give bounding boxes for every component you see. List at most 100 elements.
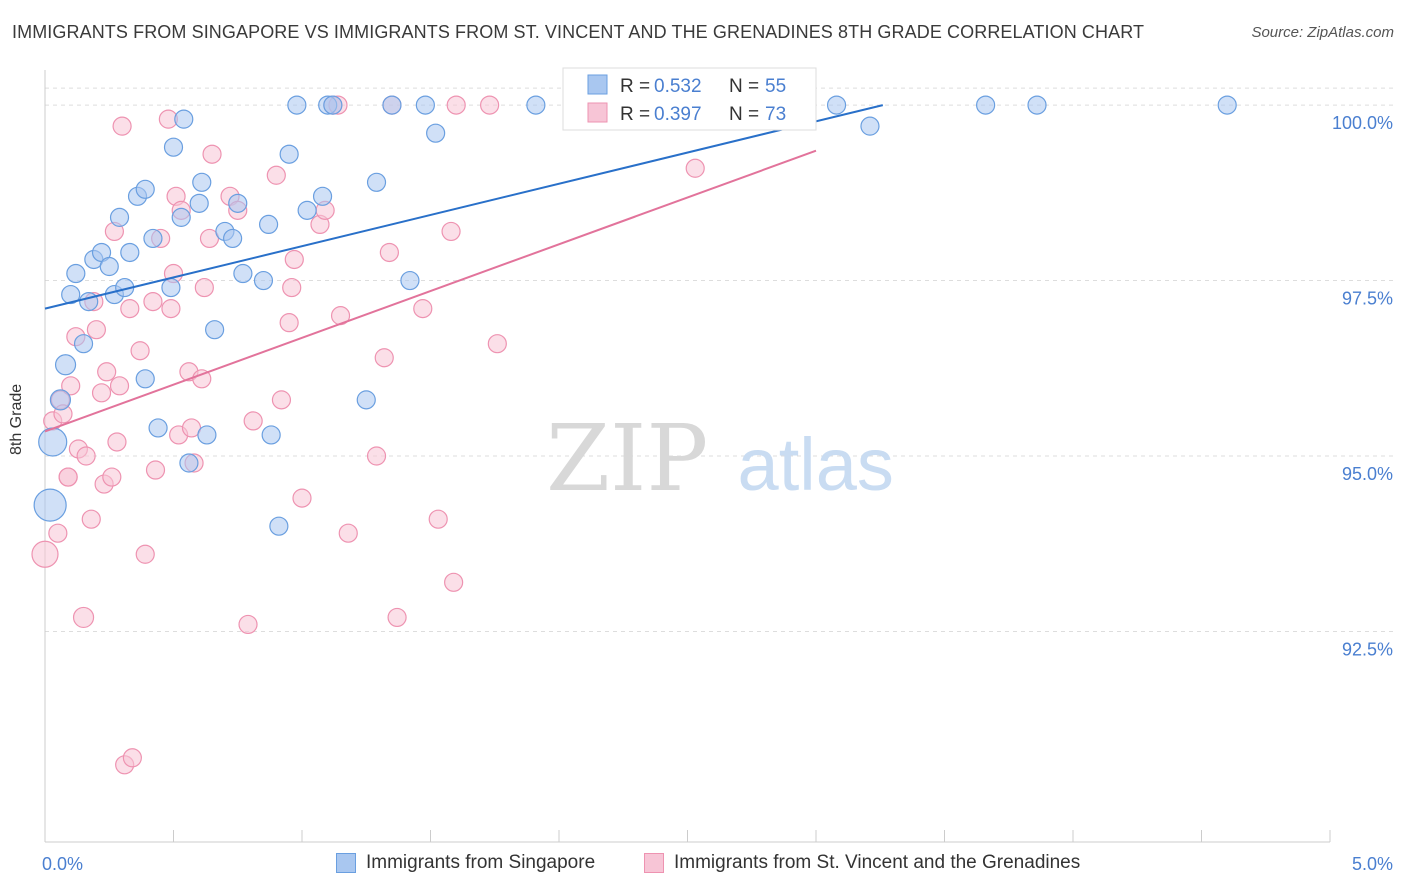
legend-item-st-vincent[interactable]: Immigrants from St. Vincent and the Gren… bbox=[644, 852, 1080, 874]
point-st-vincent bbox=[480, 95, 500, 115]
point-singapore bbox=[1027, 95, 1047, 115]
point-singapore bbox=[382, 95, 402, 115]
point-st-vincent bbox=[91, 383, 112, 403]
point-st-vincent bbox=[444, 572, 464, 592]
point-st-vincent bbox=[107, 432, 127, 452]
y-tick-label: 95.0% bbox=[1342, 464, 1393, 484]
point-st-vincent bbox=[86, 320, 107, 340]
legend-n-value-blue: 55 bbox=[765, 76, 786, 97]
point-st-vincent bbox=[202, 144, 222, 164]
point-singapore bbox=[109, 207, 130, 227]
gridlines bbox=[45, 87, 1395, 632]
point-st-vincent bbox=[292, 488, 312, 508]
point-singapore bbox=[233, 263, 253, 284]
bottom-legend: Immigrants from Singapore Immigrants fro… bbox=[0, 852, 1406, 878]
y-tick-label: 92.5% bbox=[1342, 639, 1393, 659]
point-singapore bbox=[38, 427, 68, 457]
legend-swatch-st-vincent bbox=[644, 853, 664, 873]
point-singapore bbox=[135, 179, 155, 199]
point-singapore bbox=[228, 193, 248, 213]
point-singapore bbox=[73, 334, 94, 354]
point-st-vincent bbox=[143, 292, 163, 312]
point-singapore bbox=[179, 453, 199, 473]
trend-line-singapore bbox=[44, 104, 884, 310]
point-st-vincent bbox=[374, 348, 394, 368]
point-singapore bbox=[323, 95, 343, 115]
legend-swatch-singapore bbox=[336, 853, 356, 873]
x-tick-label-end: 5.0% bbox=[1352, 854, 1393, 874]
legend-n-value-pink: 73 bbox=[765, 104, 786, 125]
legend-r-value-blue: 0.532 bbox=[654, 76, 702, 97]
trend-line-st-vincent bbox=[44, 149, 817, 433]
point-singapore bbox=[223, 228, 243, 249]
legend-box: R = 0.532 N = 55 R = 0.397 N = 73 bbox=[562, 67, 817, 131]
point-st-vincent bbox=[271, 390, 292, 410]
legend-label-st-vincent: Immigrants from St. Vincent and the Gren… bbox=[674, 852, 1081, 873]
watermark-zip: ZIP atlas bbox=[546, 405, 894, 512]
point-singapore bbox=[976, 95, 996, 115]
point-st-vincent bbox=[338, 523, 358, 543]
point-st-vincent bbox=[192, 369, 212, 389]
point-st-vincent bbox=[441, 221, 461, 242]
point-singapore bbox=[61, 284, 81, 305]
point-singapore bbox=[33, 488, 67, 522]
point-singapore bbox=[192, 172, 212, 192]
point-singapore bbox=[120, 242, 140, 263]
point-singapore bbox=[356, 390, 376, 410]
point-st-vincent bbox=[48, 523, 68, 543]
point-singapore bbox=[54, 354, 77, 376]
point-st-vincent bbox=[194, 277, 214, 298]
point-st-vincent bbox=[76, 446, 96, 466]
point-singapore bbox=[269, 516, 289, 536]
point-st-vincent bbox=[58, 467, 78, 487]
x-tick-label-start: 0.0% bbox=[42, 854, 83, 874]
point-singapore bbox=[148, 418, 168, 438]
point-singapore bbox=[261, 425, 281, 445]
point-singapore bbox=[1217, 95, 1237, 115]
point-st-vincent bbox=[102, 467, 122, 487]
legend-item-singapore[interactable]: Immigrants from Singapore bbox=[336, 852, 595, 874]
point-st-vincent bbox=[243, 411, 263, 431]
point-singapore bbox=[79, 292, 99, 312]
point-st-vincent bbox=[282, 277, 302, 298]
point-st-vincent bbox=[31, 540, 59, 568]
point-singapore bbox=[366, 172, 387, 192]
point-st-vincent bbox=[685, 158, 705, 178]
legend-r-label: R = bbox=[620, 104, 650, 125]
point-singapore bbox=[287, 95, 307, 115]
point-singapore bbox=[312, 186, 333, 206]
point-st-vincent bbox=[279, 313, 299, 333]
point-st-vincent bbox=[487, 334, 507, 354]
point-singapore bbox=[297, 200, 317, 220]
point-singapore bbox=[826, 95, 847, 115]
y-tick-label: 97.5% bbox=[1342, 289, 1393, 309]
legend-swatch-blue bbox=[587, 74, 608, 95]
tick-labels: 92.5% 95.0% 97.5% 100.0% 0.0% 5.0% bbox=[42, 113, 1393, 874]
legend-r-value-pink: 0.397 bbox=[654, 104, 702, 125]
point-st-vincent bbox=[120, 299, 140, 319]
point-st-vincent bbox=[130, 341, 150, 361]
point-st-vincent bbox=[379, 242, 399, 263]
point-st-vincent bbox=[135, 544, 155, 564]
point-singapore bbox=[99, 256, 119, 277]
point-st-vincent bbox=[413, 299, 433, 319]
point-singapore bbox=[253, 270, 274, 291]
point-st-vincent bbox=[97, 362, 117, 382]
point-st-vincent bbox=[122, 748, 142, 768]
point-singapore bbox=[426, 123, 446, 143]
legend-n-label: N = bbox=[729, 104, 759, 125]
point-singapore bbox=[205, 320, 225, 340]
point-singapore bbox=[400, 270, 420, 291]
axes bbox=[44, 70, 1331, 843]
legend-swatch-pink bbox=[587, 102, 608, 123]
point-st-vincent bbox=[284, 249, 304, 270]
point-singapore bbox=[163, 137, 184, 157]
point-singapore bbox=[66, 263, 86, 284]
point-singapore bbox=[279, 144, 299, 164]
point-singapore bbox=[189, 193, 209, 213]
point-singapore bbox=[135, 369, 155, 389]
chart-title: IMMIGRANTS FROM SINGAPORE VS IMMIGRANTS … bbox=[12, 22, 1145, 42]
legend-r-label: R = bbox=[620, 76, 650, 97]
point-st-vincent bbox=[61, 376, 81, 396]
